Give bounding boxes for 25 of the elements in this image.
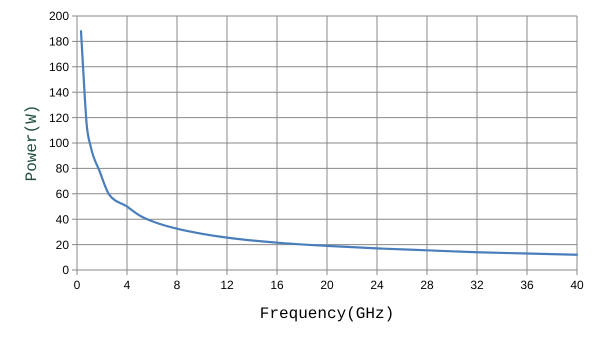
y-tick-label: 20	[56, 238, 70, 252]
x-tick-label: 36	[520, 278, 534, 292]
x-tick-label: 12	[220, 278, 234, 292]
x-tick-label: 4	[124, 278, 131, 292]
y-axis-title: Power(W)	[23, 104, 41, 182]
y-tick-label: 160	[48, 60, 70, 74]
y-tick-label: 0	[62, 263, 70, 278]
y-tick-label: 40	[56, 212, 70, 226]
x-tick-label: 28	[420, 278, 434, 292]
x-axis-title: Frequency(GHz)	[260, 305, 394, 323]
line-series	[80, 30, 578, 256]
y-tick-label: 120	[48, 110, 70, 125]
x-tick-label: 20	[320, 278, 334, 292]
x-tick-label: 16	[270, 278, 284, 292]
y-tick-label: 100	[48, 136, 70, 150]
y-tick-label: 60	[56, 187, 70, 201]
y-tick-label: 180	[48, 34, 70, 49]
y-tick-label: 200	[48, 9, 70, 24]
x-tick-label: 24	[370, 278, 384, 292]
y-tick-label: 140	[48, 85, 70, 100]
x-tick-label: 32	[470, 278, 484, 292]
y-tick-label: 80	[56, 162, 70, 176]
x-tick-label: 40	[570, 278, 584, 292]
x-tick-label: 0	[74, 278, 81, 292]
x-tick-label: 8	[174, 278, 181, 292]
